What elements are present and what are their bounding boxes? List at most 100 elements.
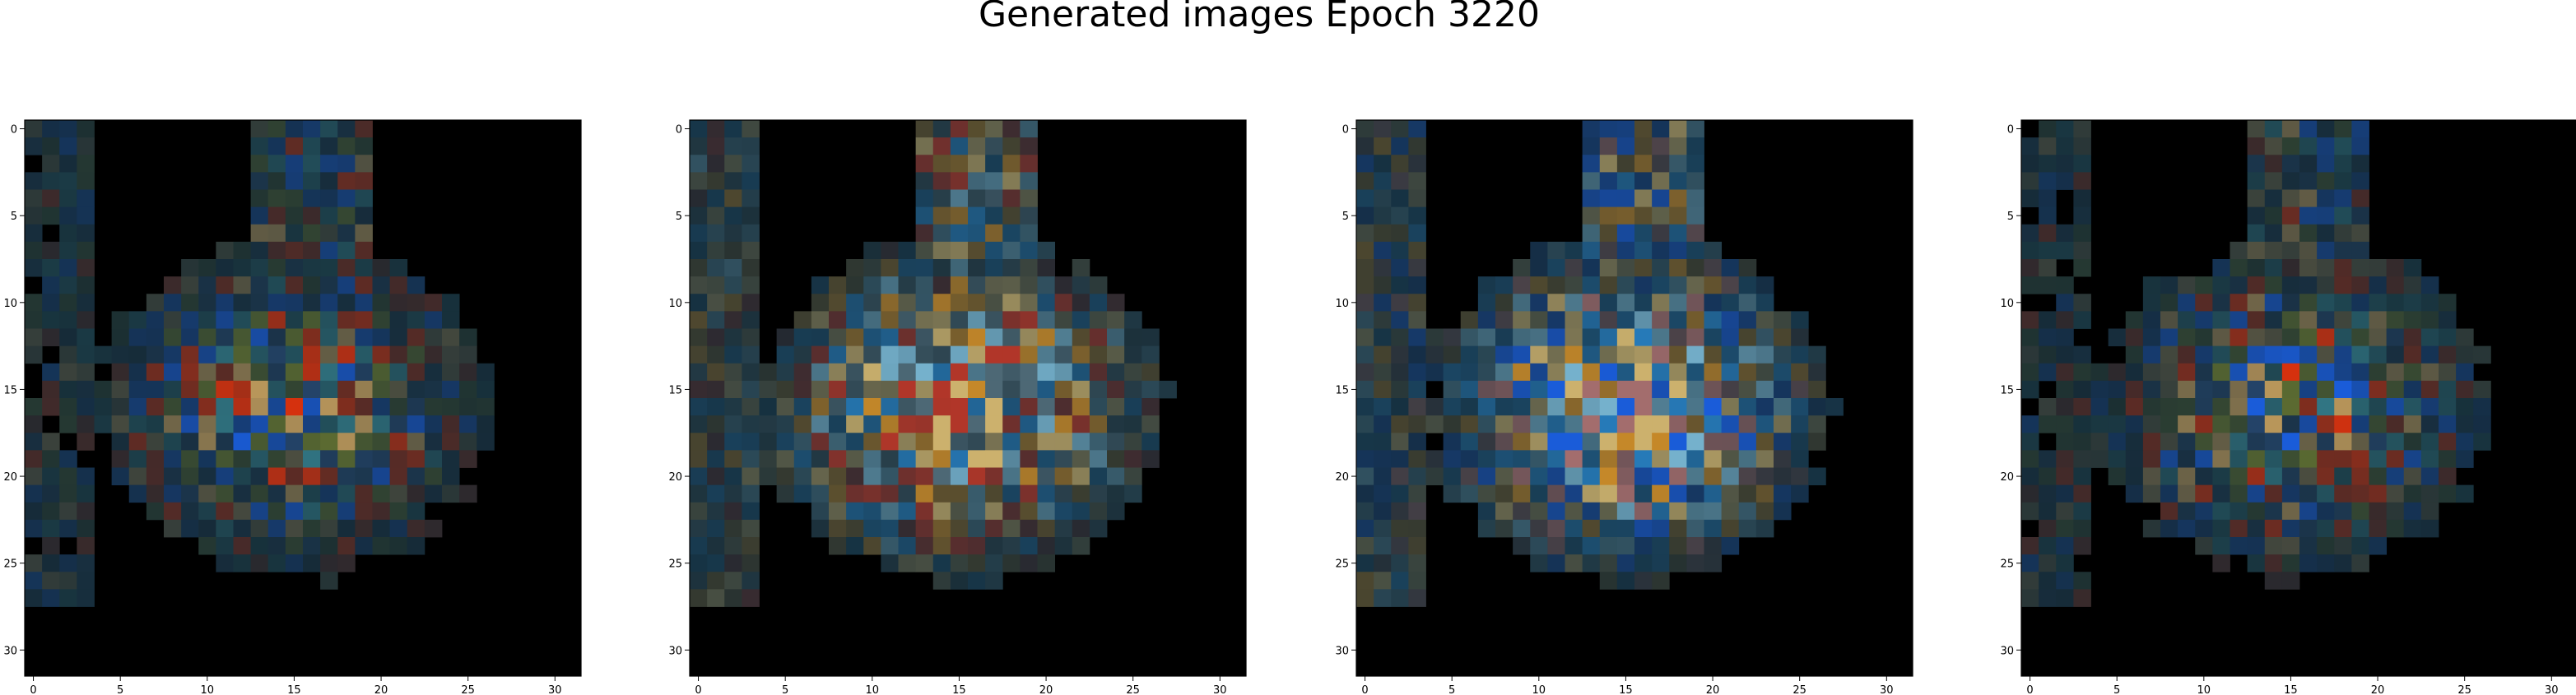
image-pixel	[724, 241, 742, 260]
image-pixel	[25, 450, 43, 468]
image-pixel	[1356, 241, 1374, 260]
image-pixel	[742, 259, 760, 277]
image-pixel	[2056, 519, 2074, 538]
y-tick-label: 15	[1335, 384, 1349, 396]
image-pixel	[303, 189, 321, 208]
image-pixel	[250, 433, 269, 451]
image-pixel	[2090, 415, 2109, 433]
image-pixel	[690, 433, 708, 451]
image-pixel	[2264, 311, 2283, 329]
image-pixel	[1408, 572, 1426, 590]
image-pixel	[2299, 259, 2318, 277]
image-pixel	[459, 363, 477, 382]
image-pixel	[2299, 380, 2318, 399]
image-pixel	[2264, 294, 2283, 312]
image-pixel	[2230, 259, 2248, 277]
image-pixel	[1072, 467, 1090, 486]
image-pixel	[2056, 137, 2074, 155]
image-pixel	[2195, 363, 2213, 382]
image-pixel	[2334, 189, 2352, 208]
image-pixel	[1408, 328, 1426, 347]
image-pixel	[1634, 241, 1653, 260]
image-pixel	[442, 450, 460, 468]
image-pixel	[915, 554, 934, 572]
image-pixel	[1652, 467, 1670, 486]
image-pixel	[320, 311, 338, 329]
image-pixel	[690, 224, 708, 243]
image-pixel	[1599, 241, 1618, 260]
image-pixel	[2073, 380, 2091, 399]
image-pixel	[1738, 380, 1757, 399]
image-pixel	[881, 259, 899, 277]
image-pixel	[2281, 484, 2300, 503]
image-pixel	[2264, 172, 2283, 190]
image-pixel	[303, 155, 321, 173]
image-pixel	[1391, 241, 1409, 260]
image-pixel	[2247, 311, 2266, 329]
image-pixel	[1513, 311, 1531, 329]
image-pixel	[77, 120, 95, 138]
image-pixel	[724, 224, 742, 243]
image-pixel	[424, 450, 443, 468]
image-pixel	[1530, 415, 1548, 433]
image-pixel	[1477, 294, 1496, 312]
image-pixel	[1356, 311, 1374, 329]
image-pixel	[25, 415, 43, 433]
image-pixel	[1704, 502, 1723, 521]
image-pixel	[1582, 311, 1601, 329]
image-pixel	[2108, 433, 2127, 451]
image-pixel	[1107, 311, 1125, 329]
image-pixel	[1721, 537, 1740, 555]
image-pixel	[1054, 484, 1073, 503]
image-pixel	[198, 311, 216, 329]
image-pixel	[2247, 345, 2266, 364]
image-pixel	[2073, 450, 2091, 468]
image-pixel	[793, 363, 812, 382]
image-pixel	[267, 380, 286, 399]
image-pixel	[690, 502, 708, 521]
image-pixel	[1054, 363, 1073, 382]
image-pixel	[2439, 467, 2457, 486]
image-pixel	[1443, 345, 1462, 364]
image-pixel	[1107, 502, 1125, 521]
image-pixel	[968, 554, 986, 572]
image-pixel	[915, 294, 934, 312]
image-pixel	[915, 120, 934, 138]
image-pixel	[1634, 450, 1653, 468]
image-pixel	[2160, 311, 2178, 329]
image-pixel	[1477, 467, 1496, 486]
image-pixel	[233, 328, 252, 347]
image-pixel	[2369, 433, 2388, 451]
y-tick-label: 30	[2000, 645, 2014, 657]
image-pixel	[707, 589, 725, 607]
image-pixel	[707, 537, 725, 555]
image-pixel	[776, 467, 795, 486]
image-pixel	[111, 311, 130, 329]
image-pixel	[1686, 398, 1704, 416]
image-pixel	[164, 276, 182, 294]
image-pixel	[1599, 502, 1618, 521]
image-pixel	[442, 415, 460, 433]
image-pixel	[1107, 294, 1125, 312]
image-pixel	[1374, 137, 1392, 155]
image-pixel	[1408, 137, 1426, 155]
image-pixel	[846, 415, 864, 433]
image-pixel	[59, 241, 77, 260]
image-pixel	[1721, 484, 1740, 503]
image-pixel	[707, 189, 725, 208]
image-pixel	[1072, 450, 1090, 468]
image-pixel	[2403, 433, 2422, 451]
image-pixel	[2369, 537, 2388, 555]
image-pixel	[1054, 380, 1073, 399]
image-pixel	[759, 363, 778, 382]
image-pixel	[407, 484, 425, 503]
image-pixel	[707, 328, 725, 347]
image-pixel	[1072, 415, 1090, 433]
image-pixel	[863, 433, 881, 451]
image-pixel	[424, 467, 443, 486]
image-pixel	[1774, 345, 1792, 364]
image-pixel	[267, 537, 286, 555]
image-pixel	[898, 554, 917, 572]
image-pixel	[1721, 259, 1740, 277]
image-pixel	[337, 276, 356, 294]
